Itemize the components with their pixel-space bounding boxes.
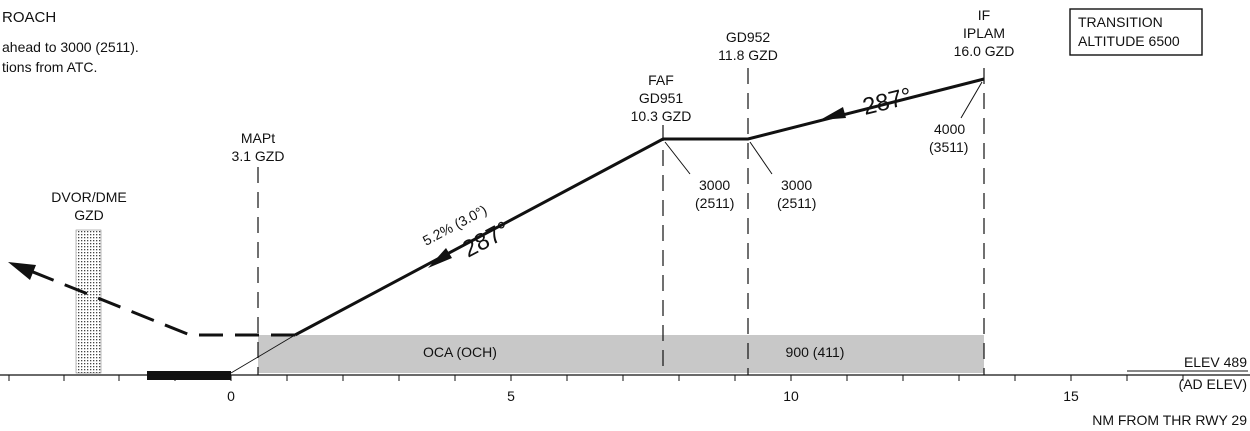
- axis-tick-10: 10: [783, 388, 799, 404]
- if-alt: 4000: [934, 121, 965, 137]
- oca-label: OCA (OCH): [423, 344, 497, 360]
- if-label-2: IPLAM: [963, 25, 1005, 41]
- faf-alt-height: (2511): [695, 195, 734, 211]
- notes-heading: ROACH: [2, 9, 56, 26]
- missed-approach-path: [27, 268, 295, 337]
- mapt-label-2: 3.1 GZD: [232, 148, 285, 164]
- approach-profile-path: [294, 77, 985, 337]
- axis-minor-ticks: [8, 375, 1184, 381]
- gd952-alt-height: (2511): [777, 195, 816, 211]
- if-label-1: IF: [978, 7, 990, 23]
- faf-alt-leader: [664, 141, 691, 175]
- gd952-label-1: GD952: [726, 29, 771, 45]
- intermediate-track-label: 287°: [860, 83, 915, 121]
- if-alt-leader: [960, 81, 983, 119]
- glide-extension-line: [230, 334, 296, 374]
- if-label-3: 16.0 GZD: [954, 43, 1015, 59]
- gd952-alt-leader: [749, 141, 773, 175]
- axis-tick-0: 0: [227, 388, 235, 404]
- oca-area: [258, 335, 984, 373]
- axis-tick-15: 15: [1063, 388, 1079, 404]
- dvor-label-1: DVOR/DME: [51, 189, 126, 205]
- dvor-label-2: GZD: [74, 207, 104, 223]
- faf-label-3: 10.3 GZD: [631, 108, 692, 124]
- final-track-arrow: [428, 248, 452, 268]
- faf-label-2: GD951: [639, 90, 684, 106]
- intermediate-track-arrow: [820, 107, 846, 120]
- ad-elev-label: (AD ELEV): [1179, 376, 1247, 392]
- mapt-label-1: MAPt: [241, 130, 275, 146]
- if-alt-height: (3511): [929, 139, 968, 155]
- faf-label-1: FAF: [648, 72, 674, 88]
- axis-caption: NM FROM THR RWY 29: [1092, 412, 1247, 428]
- gd952-label-2: 11.8 GZD: [718, 47, 778, 63]
- gd952-alt: 3000: [781, 177, 812, 193]
- transition-line-2: ALTITUDE 6500: [1078, 33, 1180, 49]
- notes-line-2: tions from ATC.: [2, 59, 97, 75]
- transition-line-1: TRANSITION: [1078, 14, 1163, 30]
- oca-value: 900 (411): [786, 344, 845, 360]
- notes-line-1: ahead to 3000 (2511).: [2, 39, 139, 55]
- faf-alt: 3000: [699, 177, 730, 193]
- transition-altitude-box: [1069, 8, 1203, 56]
- axis-tick-5: 5: [507, 388, 515, 404]
- elev-label: ELEV 489: [1184, 354, 1247, 370]
- missed-approach-arrowhead: [8, 262, 36, 280]
- dvor-dme-marker: [75, 229, 102, 374]
